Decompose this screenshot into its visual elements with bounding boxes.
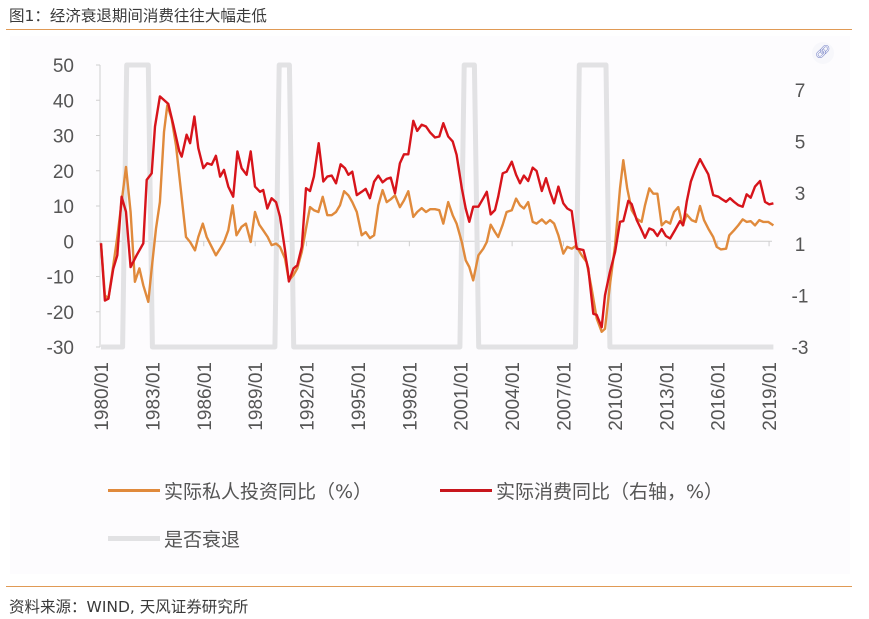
legend-item-consumption: 实际消费同比（右轴，%）	[440, 477, 723, 504]
x-axis-tick-label: 2016/01	[709, 362, 730, 431]
left-axis-tick-label: -30	[47, 338, 74, 359]
legend-swatch-consumption	[440, 489, 492, 492]
legend-label-investment: 实际私人投资同比（%）	[164, 481, 373, 503]
x-axis-tick-label: 1995/01	[349, 362, 370, 431]
legend-label-recession: 是否衰退	[164, 529, 241, 551]
legend-swatch-investment	[108, 489, 160, 492]
left-axis-tick-label: 40	[53, 91, 74, 112]
legend-item-investment: 实际私人投资同比（%）	[108, 477, 372, 504]
legend-label-consumption: 实际消费同比（右轴，%）	[496, 481, 724, 503]
x-axis-tick-label: 2019/01	[760, 362, 781, 431]
figure-title: 图1：经济衰退期间消费往往大幅走低	[9, 7, 267, 25]
right-axis-tick-label: 7	[795, 81, 806, 102]
x-axis-tick-label: 1992/01	[298, 362, 319, 431]
series-line-recession	[101, 62, 774, 350]
link-icon[interactable]: 🔗︎	[812, 42, 834, 64]
x-axis-tick-label: 2001/01	[452, 362, 473, 431]
x-axis-tick-label: 1989/01	[246, 362, 267, 431]
tick-labels: 50 40 30 20 10 0 -10 -20 -30 7 5 3 1 -1 -3 1980/01 1983/…	[47, 56, 809, 431]
x-axis-tick-label: 1980/01	[92, 362, 113, 431]
legend-item-recession: 是否衰退	[108, 525, 240, 552]
x-axis-tick-label: 1998/01	[400, 362, 421, 431]
series-line-investment	[99, 103, 775, 333]
left-axis-tick-label: 10	[53, 197, 74, 218]
left-axis-tick-label: 50	[53, 56, 74, 77]
title-divider	[6, 29, 852, 30]
x-axis-tick-label: 2010/01	[606, 362, 627, 431]
x-axis-tick-label: 2013/01	[657, 362, 678, 431]
right-axis-tick-label: -3	[792, 338, 809, 359]
x-axis-tick-label: 2004/01	[503, 362, 524, 431]
x-axis-tick-label: 2007/01	[555, 362, 576, 431]
left-axis-tick-label: 0	[63, 232, 74, 253]
source-divider	[6, 586, 852, 587]
x-axis-tick-label: 1983/01	[143, 362, 164, 431]
source-note: 资料来源：WIND, 天风证券研究所	[9, 598, 249, 616]
right-axis-tick-label: 3	[795, 184, 806, 205]
left-axis-tick-label: -20	[47, 303, 74, 324]
left-axis-tick-label: -10	[47, 268, 74, 289]
left-axis-tick-label: 30	[53, 127, 74, 148]
axes	[96, 64, 772, 348]
right-axis-tick-label: -1	[792, 287, 809, 308]
left-axis-tick-label: 20	[53, 162, 74, 183]
right-axis-tick-label: 1	[795, 235, 806, 256]
series-lines	[99, 62, 775, 350]
x-axis-tick-label: 1986/01	[195, 362, 216, 431]
right-axis-tick-label: 5	[795, 132, 806, 153]
series-line-consumption	[99, 95, 774, 329]
legend-swatch-recession	[108, 536, 160, 541]
